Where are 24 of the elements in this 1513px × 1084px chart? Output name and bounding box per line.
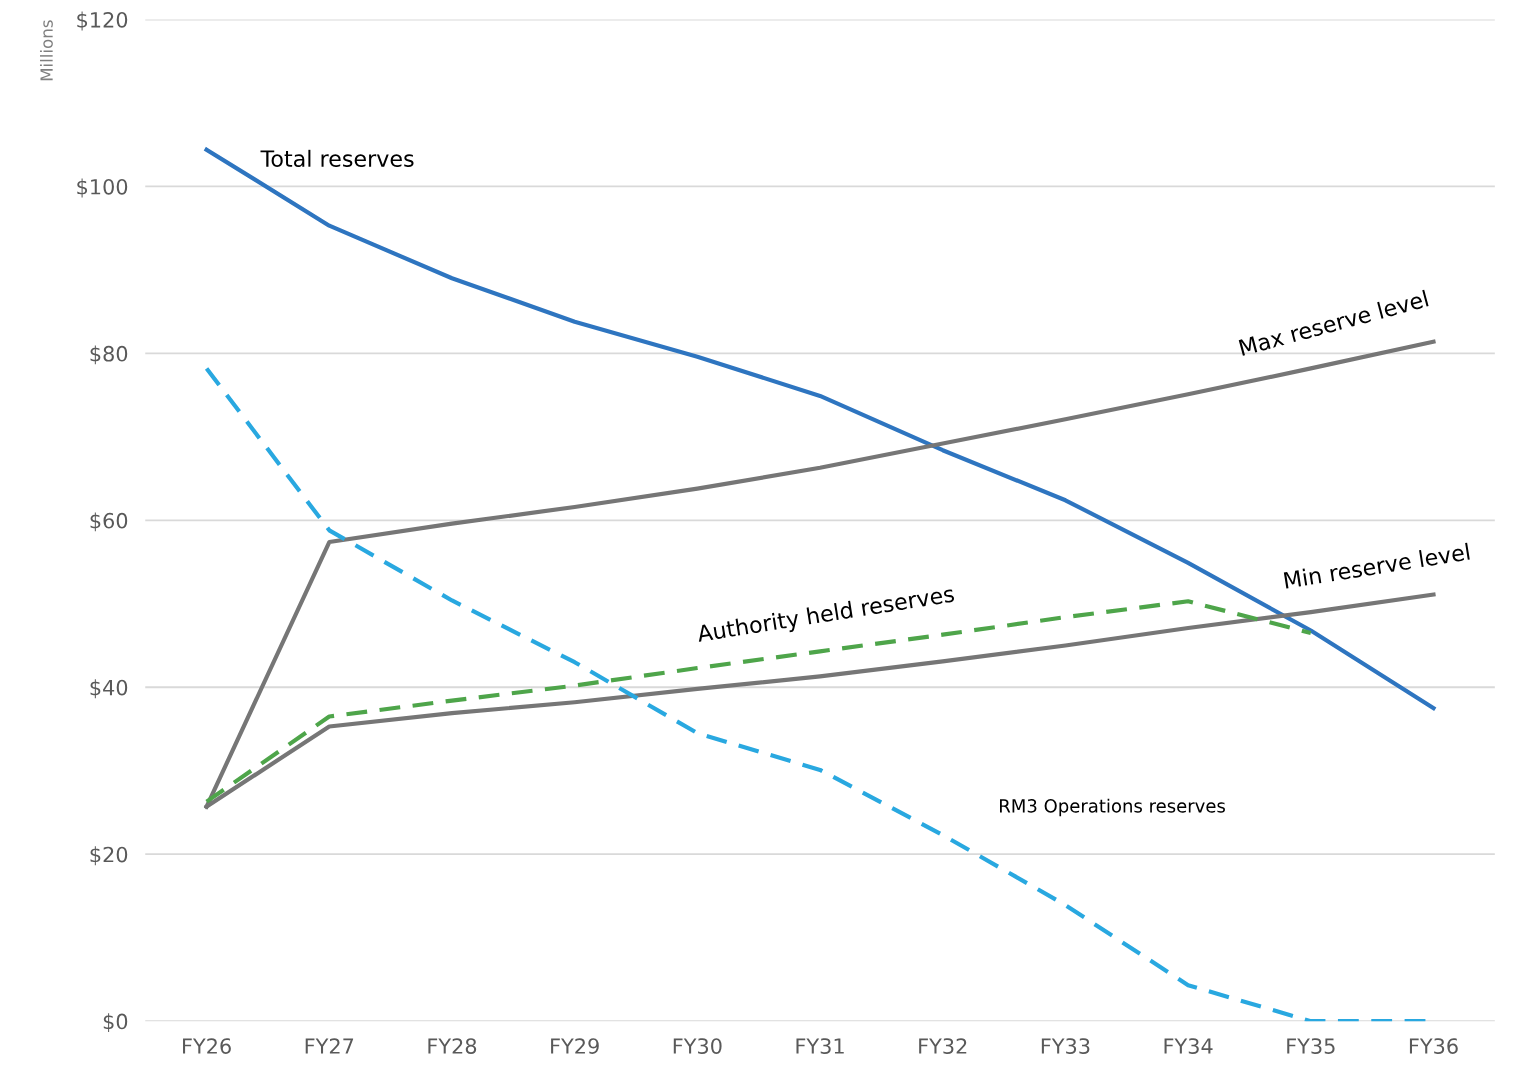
x-tick-label: FY32	[919, 1038, 967, 1054]
x-tick-label: FY26	[183, 1038, 231, 1054]
x-tick-label: FY35	[1287, 1038, 1335, 1054]
series-label: Total reserves	[260, 149, 414, 168]
x-tick-label: FY30	[673, 1038, 722, 1054]
y-tick-label: $80	[90, 345, 128, 365]
x-tick-label: FY34	[1164, 1038, 1213, 1054]
y-tick-label: $20	[90, 846, 128, 866]
x-tick-label: FY33	[1041, 1038, 1090, 1054]
y-tick-label: $120	[77, 11, 128, 31]
text: Min reserve level	[1283, 542, 1470, 589]
y-axis-title: Millions	[39, 20, 53, 81]
x-tick-label: FY27	[305, 1038, 354, 1054]
x-tick-label: FY28	[428, 1038, 477, 1054]
y-tick-label: $60	[90, 512, 128, 532]
text: RM3 Operations reserves	[1000, 798, 1225, 817]
y-tick-label: $40	[90, 679, 128, 699]
text: Max reserve level	[1238, 289, 1429, 357]
x-tick-label: FY29	[551, 1038, 599, 1054]
text: Authority held reserves	[696, 584, 956, 647]
x-tick-label: FY36	[1409, 1038, 1458, 1054]
y-tick-label: $100	[77, 178, 128, 198]
y-tick-label: $0	[103, 1013, 128, 1033]
x-tick-label: FY31	[796, 1038, 844, 1054]
